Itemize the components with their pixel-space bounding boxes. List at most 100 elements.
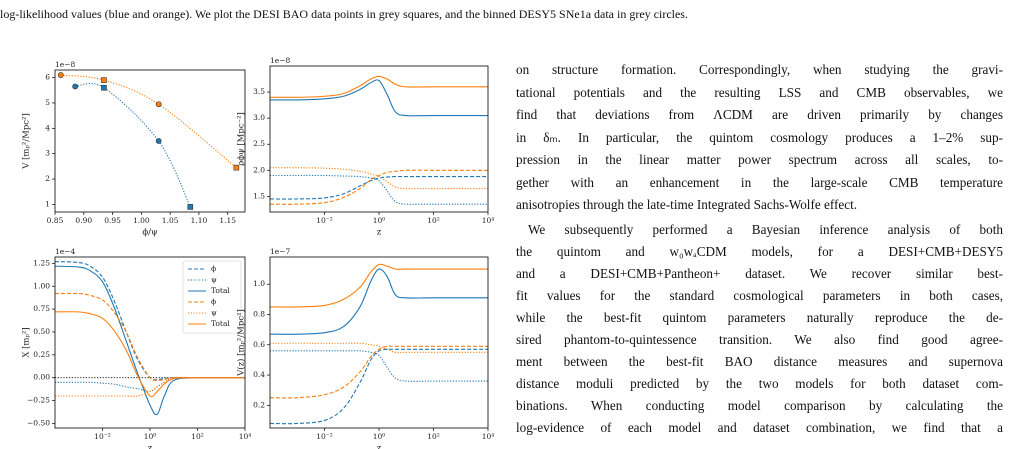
x-tick-label: 0.90: [75, 216, 92, 225]
text-line: ment between the best-fit BAO distance m…: [516, 354, 1003, 369]
marker: [57, 72, 64, 78]
text-line: binations. When conducting model compari…: [516, 398, 1003, 413]
y-tick-label: 0.25: [33, 350, 50, 359]
x-tick-label: 10⁻²: [94, 432, 111, 441]
text-line: find that deviations from ΛCDM are drive…: [516, 107, 1003, 122]
legend-label: Total: [211, 286, 230, 295]
x-axis-label: z: [377, 228, 382, 238]
text-line: gether with an enhancement in the large-…: [516, 174, 1003, 190]
text-line: distance moduli predicted by the two mod…: [516, 376, 1003, 391]
x-axis-label: z: [148, 444, 153, 449]
x-tick-label: 0.95: [104, 216, 121, 225]
marker: [72, 83, 79, 90]
text-line: and a DESI+CMB+Pantheon+ dataset. We rec…: [516, 266, 1003, 281]
series-line: [55, 376, 245, 397]
y-tick-label: 0.00: [33, 373, 50, 382]
series-line: [55, 265, 245, 416]
y-tick-label: 0.75: [33, 304, 50, 313]
y-tick-label: 2: [45, 174, 50, 183]
x-tick-label: 10⁻²: [316, 432, 333, 441]
marker: [233, 164, 240, 171]
x-tick-label: 10⁰: [373, 432, 386, 441]
marker: [101, 77, 107, 83]
axes-frame: [269, 256, 489, 429]
x-axis-label: z: [377, 444, 382, 449]
y-tick-label: −0.25: [27, 396, 50, 405]
series-line: [270, 345, 488, 399]
y-axis-label: X [mₚ²]: [22, 327, 32, 357]
x-tick-label: 10⁰: [373, 216, 386, 225]
y-axis-label: V(z) [mₚ²/Mpc²]: [236, 309, 247, 377]
x-tick-label: 10⁴: [482, 432, 495, 441]
text-line: tational potentials and the resulting LS…: [516, 84, 1003, 100]
x-tick-label: 1.05: [162, 216, 179, 225]
y-tick-label: 1: [45, 199, 50, 208]
x-tick-label: 10⁰: [144, 432, 157, 441]
y-tick-label: 3.0: [253, 113, 265, 122]
offset-label: 1e−4: [55, 247, 75, 256]
y-tick-label: 0.6: [253, 340, 265, 349]
text-line: in δₘ. In particular, the quintom cosmol…: [516, 129, 1003, 145]
y-tick-label: 1.5: [253, 191, 265, 200]
plot-area: [270, 263, 488, 425]
marker: [155, 138, 162, 144]
text-line: sired phantom-to-quintessence transition…: [516, 332, 1003, 347]
x-tick-label: 1.00: [133, 216, 150, 225]
y-tick-label: 0.8: [253, 310, 265, 319]
y-tick-label: 4: [45, 123, 50, 132]
offset-label: 1e−8: [270, 56, 290, 65]
y-tick-label: 5: [45, 98, 50, 107]
series-line: [270, 79, 488, 117]
offset-label: 1e−7: [270, 247, 290, 256]
text-line: fit values for the standard cosmological…: [516, 288, 1003, 303]
legend-label: ψ: [211, 308, 217, 317]
offset-label: 1e−8: [55, 60, 75, 69]
figure-caption: log-likelihood values (blue and orange).…: [0, 7, 688, 21]
text-line: the quintom and w₀wₐCDM models, for a DE…: [516, 244, 1003, 259]
y-tick-label: 0.2: [253, 400, 265, 409]
y-tick-label: 0.50: [33, 327, 50, 336]
x-tick-label: 10²: [427, 216, 440, 225]
series-line: [270, 169, 488, 205]
x-tick-label: 10²: [427, 432, 440, 441]
plot-area: [270, 75, 488, 205]
y-tick-label: 1.25: [33, 258, 50, 267]
x-tick-label: 10⁴: [239, 432, 252, 441]
series-line: [75, 82, 191, 208]
y-tick-label: 0.4: [253, 370, 265, 379]
plot-area: [60, 74, 237, 208]
axes-frame: [269, 65, 489, 213]
y-tick-label: 2.5: [253, 139, 265, 148]
marker: [187, 204, 194, 210]
text-line: anisotropies through the late-time Integ…: [516, 197, 858, 212]
legend-label: Total: [211, 319, 230, 328]
legend-label: ψ: [211, 275, 217, 284]
legend-label: ϕ: [211, 264, 216, 273]
text-line: We subsequently performed a Bayesian inf…: [528, 222, 1003, 237]
legend-box: [182, 260, 242, 334]
y-tick-label: 3.5: [253, 87, 265, 96]
marker: [155, 101, 162, 108]
series-line: [270, 263, 488, 308]
legend-label: ϕ: [211, 297, 216, 306]
series-line: [60, 74, 237, 169]
text-line: while the best-fit quintom parameters na…: [516, 310, 1003, 325]
series-line: [270, 175, 488, 200]
text-line: pression in the linear matter power spec…: [516, 152, 1003, 167]
y-axis-label: V [mₚ²/Mpc²]: [22, 113, 32, 170]
x-axis-label: ϕ/ψ: [142, 228, 158, 238]
series-line: [270, 75, 488, 98]
y-tick-label: −0.50: [27, 418, 50, 427]
x-tick-label: 1.15: [219, 216, 236, 225]
text-line: log-evidence of each model and dataset c…: [516, 420, 1003, 435]
series-line: [55, 311, 245, 398]
x-tick-label: 10⁴: [482, 216, 495, 225]
plot-area: [55, 261, 245, 416]
series-line: [270, 174, 488, 205]
y-tick-label: 1.00: [33, 281, 50, 290]
marker: [101, 84, 107, 91]
x-tick-label: 10⁻²: [316, 216, 333, 225]
series-line: [55, 376, 245, 392]
series-line: [270, 268, 488, 335]
